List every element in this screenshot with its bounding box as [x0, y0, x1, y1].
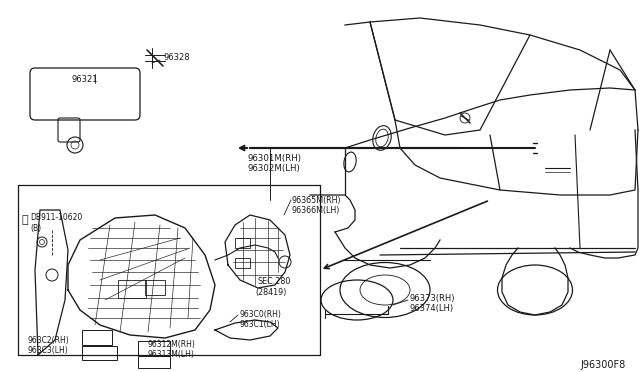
Bar [118, 280, 146, 298]
Text: 96312M(RH): 96312M(RH) [148, 340, 196, 350]
Bar [138, 341, 170, 355]
Text: (28419): (28419) [255, 288, 286, 296]
Text: 96321: 96321 [72, 76, 99, 84]
Text: 96302M(LH): 96302M(LH) [248, 164, 301, 173]
Bar [235, 258, 250, 268]
Text: 963C2(RH): 963C2(RH) [28, 336, 70, 344]
Bar [82, 330, 112, 345]
Text: (B): (B) [30, 224, 41, 232]
Text: Ⓝ: Ⓝ [22, 215, 29, 225]
Bar [235, 238, 250, 248]
Text: 96373(RH): 96373(RH) [410, 294, 456, 302]
Text: DB911-10620: DB911-10620 [30, 214, 83, 222]
Bar [145, 280, 165, 295]
Text: 96313M(LH): 96313M(LH) [148, 350, 195, 359]
Text: 96328: 96328 [163, 54, 189, 62]
Text: J96300F8: J96300F8 [580, 360, 625, 370]
Text: 963C3(LH): 963C3(LH) [28, 346, 68, 355]
Text: 96301M(RH): 96301M(RH) [248, 154, 302, 163]
Text: 963C0(RH): 963C0(RH) [240, 311, 282, 320]
Text: SEC.280: SEC.280 [258, 278, 291, 286]
Text: 96374(LH): 96374(LH) [410, 304, 454, 312]
Bar [82, 346, 117, 360]
Text: 96366M(LH): 96366M(LH) [292, 205, 340, 215]
Text: 96365M(RH): 96365M(RH) [292, 196, 342, 205]
Bar [138, 356, 170, 368]
Text: 963C1(LH): 963C1(LH) [240, 321, 280, 330]
